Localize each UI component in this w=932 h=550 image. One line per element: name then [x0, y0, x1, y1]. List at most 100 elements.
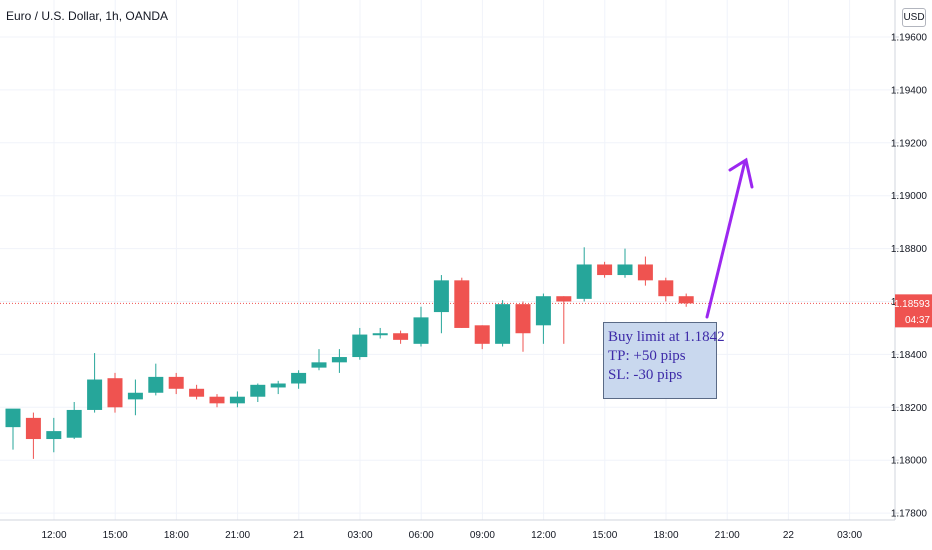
- candle[interactable]: [25, 412, 41, 459]
- symbol-title[interactable]: Euro / U.S. Dollar, 1h, OANDA: [6, 9, 169, 23]
- candle[interactable]: [372, 327, 388, 339]
- candle-body: [535, 296, 551, 326]
- time-tick-label: 03:00: [347, 530, 372, 541]
- candle-body: [250, 384, 266, 397]
- time-tick-label: 15:00: [592, 530, 617, 541]
- candle[interactable]: [474, 325, 490, 350]
- time-tick-label: 18:00: [653, 530, 678, 541]
- candle-body: [352, 334, 368, 358]
- note-stop-loss: SL: -30 pips: [608, 367, 683, 383]
- candle[interactable]: [250, 383, 266, 403]
- candle[interactable]: [46, 417, 62, 453]
- time-tick-label: 12:00: [531, 530, 556, 541]
- trade-note[interactable]: Buy limit at 1.1842 TP: +50 pips SL: -30…: [603, 322, 725, 399]
- price-tick-label: 1.19200: [891, 138, 928, 149]
- last-price-value: 1.18593: [894, 299, 931, 310]
- price-axis: 1.196001.194001.192001.190001.188001.186…: [891, 33, 928, 520]
- price-tick-label: 1.19600: [891, 33, 928, 44]
- candle-body: [107, 378, 123, 408]
- candle-body: [617, 264, 633, 276]
- time-tick-label: 18:00: [164, 530, 189, 541]
- time-tick-label: 21: [293, 530, 305, 541]
- time-tick-label: 12:00: [41, 530, 66, 541]
- candle[interactable]: [87, 353, 103, 413]
- candle[interactable]: [168, 372, 184, 395]
- candle[interactable]: [515, 301, 531, 352]
- candle-body: [5, 408, 21, 428]
- price-tick-label: 1.18400: [891, 350, 928, 361]
- candle-body: [678, 296, 694, 304]
- candle-body: [311, 362, 327, 368]
- candle-body: [597, 264, 613, 276]
- note-entry: Buy limit at 1.1842: [608, 329, 725, 345]
- candle[interactable]: [556, 296, 572, 344]
- price-tick-label: 1.19000: [891, 191, 928, 202]
- target-arrow-head: [728, 157, 754, 189]
- candle-body: [229, 396, 245, 404]
- candle[interactable]: [576, 247, 592, 302]
- target-arrow: [705, 157, 754, 319]
- candle[interactable]: [678, 293, 694, 307]
- note-take-profit: TP: +50 pips: [608, 348, 686, 364]
- candle-body: [495, 304, 511, 344]
- candle[interactable]: [637, 256, 653, 286]
- candle[interactable]: [331, 349, 347, 373]
- candle-body: [433, 280, 449, 313]
- target-arrow-shaft: [705, 159, 747, 319]
- candles: [5, 247, 694, 459]
- candle[interactable]: [209, 394, 225, 408]
- candle[interactable]: [189, 384, 205, 400]
- candle-body: [168, 376, 184, 389]
- candle[interactable]: [495, 300, 511, 347]
- candle[interactable]: [148, 363, 164, 396]
- candle[interactable]: [66, 402, 82, 440]
- candle[interactable]: [291, 370, 307, 389]
- candle[interactable]: [393, 330, 409, 344]
- candle[interactable]: [454, 277, 470, 328]
- candle[interactable]: [413, 306, 429, 347]
- candle-body: [25, 417, 41, 440]
- time-axis: 12:00 15:00 18:00 21:00 21 03:00 06:00 09:00 12:…: [41, 530, 862, 541]
- price-tick-label: 1.18800: [891, 244, 928, 255]
- candle[interactable]: [270, 380, 286, 395]
- candle-body: [189, 388, 205, 397]
- candle-body: [576, 264, 592, 299]
- candle[interactable]: [535, 293, 551, 344]
- time-tick-label: 21:00: [225, 530, 250, 541]
- time-tick-label: 09:00: [470, 530, 495, 541]
- last-price-label: 1.18593 04:37: [894, 294, 932, 328]
- price-tick-label: 1.18000: [891, 456, 928, 467]
- candle-body: [474, 325, 490, 344]
- candle-body: [66, 409, 82, 438]
- candle-body: [372, 333, 388, 336]
- candle[interactable]: [617, 248, 633, 278]
- price-tick-label: 1.17800: [891, 509, 928, 520]
- candle[interactable]: [658, 277, 674, 302]
- candle-body: [331, 357, 347, 363]
- candle-body: [556, 296, 572, 302]
- candle[interactable]: [5, 408, 21, 450]
- time-tick-label: 15:00: [103, 530, 128, 541]
- candle[interactable]: [597, 261, 613, 278]
- candle[interactable]: [311, 349, 327, 371]
- candle[interactable]: [229, 391, 245, 408]
- candle-body: [209, 396, 225, 404]
- candle-body: [515, 304, 531, 334]
- price-tick-label: 1.18200: [891, 403, 928, 414]
- candle-body: [637, 264, 653, 281]
- price-tick-label: 1.19400: [891, 85, 928, 96]
- candle[interactable]: [127, 379, 143, 416]
- candle[interactable]: [352, 327, 368, 360]
- currency-button[interactable]: USD: [902, 8, 926, 27]
- time-tick-label: 06:00: [409, 530, 434, 541]
- candle-body: [658, 280, 674, 297]
- candle[interactable]: [107, 372, 123, 413]
- time-tick-label: 22: [783, 530, 795, 541]
- candle[interactable]: [433, 275, 449, 334]
- bar-countdown: 04:37: [905, 315, 930, 326]
- candle-body: [454, 280, 470, 328]
- candle-body: [148, 376, 164, 393]
- candle-body: [127, 392, 143, 400]
- chart-grid: [0, 0, 895, 520]
